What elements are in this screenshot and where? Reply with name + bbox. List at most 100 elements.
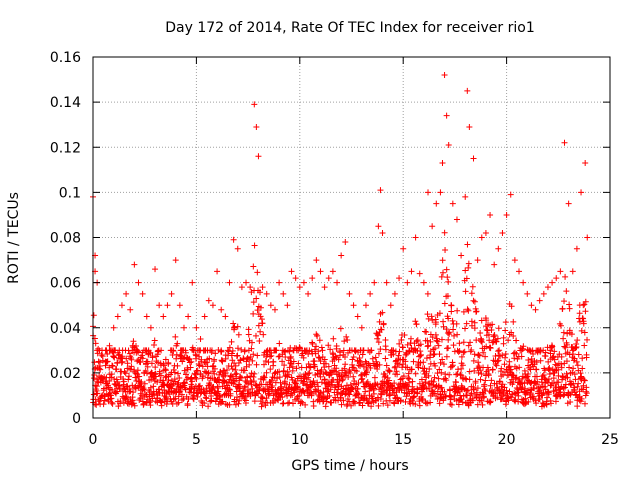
data-point <box>454 307 461 314</box>
data-point <box>558 353 565 360</box>
data-point <box>292 275 299 282</box>
data-point <box>152 364 159 371</box>
data-point <box>334 279 341 286</box>
data-point <box>294 393 301 400</box>
data-point <box>197 336 204 343</box>
data-point <box>437 189 444 196</box>
data-point <box>566 364 573 371</box>
data-point <box>464 241 471 248</box>
data-point <box>309 340 316 347</box>
data-point <box>575 380 582 387</box>
data-point <box>377 395 384 402</box>
data-point <box>377 390 384 397</box>
data-point <box>396 275 403 282</box>
data-point <box>470 155 477 162</box>
data-point <box>111 354 118 361</box>
data-point <box>422 379 429 386</box>
data-point <box>350 302 357 309</box>
data-point <box>488 377 495 384</box>
data-point <box>583 388 590 395</box>
data-point <box>578 395 585 402</box>
data-point <box>428 313 435 320</box>
data-point <box>202 394 209 401</box>
data-point <box>131 261 138 268</box>
data-point <box>580 318 587 325</box>
data-point <box>465 342 472 349</box>
data-point <box>164 302 171 309</box>
data-point <box>334 391 341 398</box>
data-point <box>494 394 501 401</box>
data-point <box>338 401 345 408</box>
data-point <box>193 324 200 331</box>
data-point <box>398 337 405 344</box>
x-tick-label: 10 <box>291 432 309 448</box>
data-point <box>161 382 168 389</box>
data-point <box>214 268 221 275</box>
data-point <box>245 380 252 387</box>
data-point <box>555 379 562 386</box>
data-point <box>164 398 171 405</box>
data-point <box>488 327 495 334</box>
data-point <box>135 279 142 286</box>
data-point <box>313 343 320 350</box>
data-point <box>238 374 245 381</box>
data-point <box>408 344 415 351</box>
data-point <box>263 348 270 355</box>
data-point <box>522 395 529 402</box>
data-point <box>330 377 337 384</box>
data-point <box>384 402 391 409</box>
data-point <box>114 313 121 320</box>
data-point <box>355 380 362 387</box>
data-point <box>219 358 226 365</box>
data-point <box>192 371 199 378</box>
data-point <box>333 343 340 350</box>
data-point <box>396 348 403 355</box>
data-point <box>130 389 137 396</box>
data-point <box>284 368 291 375</box>
data-point <box>571 371 578 378</box>
data-point <box>235 400 242 407</box>
data-point <box>292 380 299 387</box>
data-point <box>391 364 398 371</box>
data-point <box>449 362 456 369</box>
data-point <box>416 270 423 277</box>
data-point <box>582 298 589 305</box>
data-point <box>412 318 419 325</box>
data-point <box>233 396 240 403</box>
data-point <box>345 374 352 381</box>
data-point <box>545 358 552 365</box>
data-point <box>247 392 254 399</box>
data-point <box>113 366 120 373</box>
data-point <box>203 395 210 402</box>
data-point <box>143 313 150 320</box>
data-point <box>363 395 370 402</box>
data-point <box>406 348 413 355</box>
data-point <box>305 370 312 377</box>
data-point <box>453 320 460 327</box>
data-point <box>321 284 328 291</box>
data-point <box>341 353 348 360</box>
data-point <box>233 353 240 360</box>
data-point <box>368 403 375 410</box>
data-point <box>458 365 465 372</box>
data-point <box>190 395 197 402</box>
data-point <box>438 384 445 391</box>
data-point <box>144 358 151 365</box>
data-point <box>278 383 285 390</box>
data-point <box>349 361 356 368</box>
data-point <box>511 355 518 362</box>
data-point <box>188 358 195 365</box>
data-point <box>182 371 189 378</box>
data-point <box>211 356 218 363</box>
data-point <box>205 369 212 376</box>
data-point <box>110 324 117 331</box>
data-point <box>224 366 231 373</box>
data-point <box>401 331 408 338</box>
data-point <box>106 342 113 349</box>
data-point <box>276 374 283 381</box>
data-point <box>462 325 469 332</box>
data-point <box>305 290 312 297</box>
data-point <box>374 381 381 388</box>
data-point <box>517 379 524 386</box>
data-point <box>533 359 540 366</box>
